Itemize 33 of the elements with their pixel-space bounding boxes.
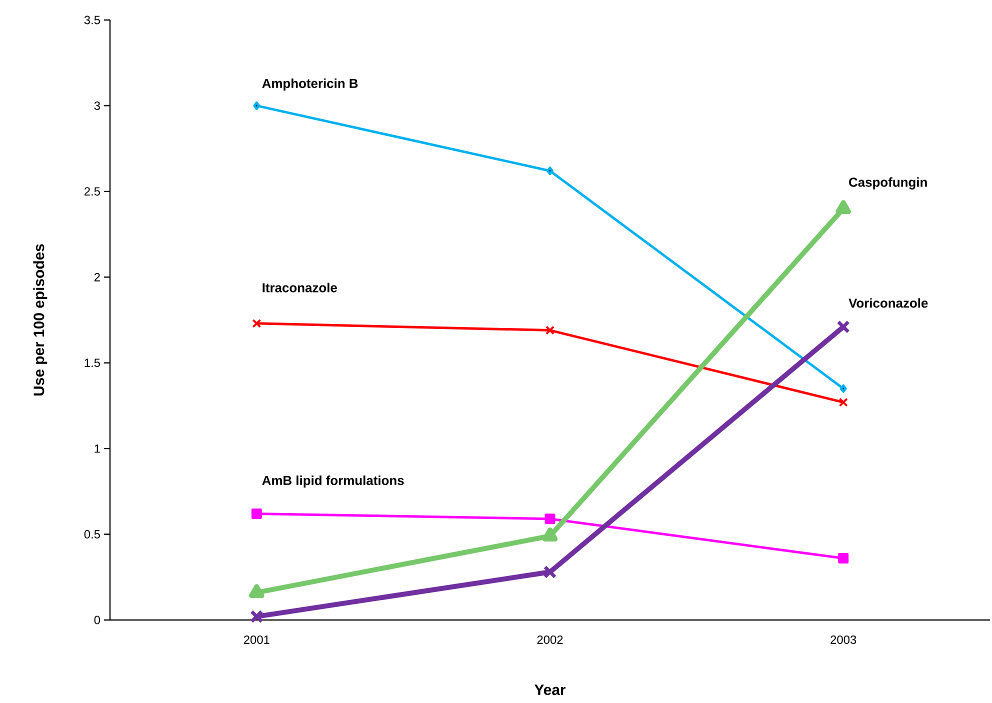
- point: [836, 200, 852, 214]
- point: [543, 565, 557, 579]
- point: [250, 610, 264, 624]
- point: [546, 166, 554, 176]
- point: [544, 514, 556, 524]
- point: [840, 384, 847, 393]
- y-tick-label: 1: [94, 444, 100, 453]
- y-tick-label: 0.5: [84, 530, 100, 539]
- y-tick-label: 1.5: [84, 358, 100, 368]
- point: [838, 553, 849, 564]
- y-tick-label: 2.5: [84, 187, 100, 196]
- point: [249, 584, 264, 598]
- point: [542, 528, 558, 542]
- point: [251, 508, 262, 519]
- y-tick-label: 2: [94, 272, 100, 282]
- y-tick-label: 3.5: [84, 16, 100, 24]
- y-tick-label: 3: [94, 101, 100, 110]
- x-axis-title: Year: [534, 684, 566, 696]
- series-label: Voriconazole: [848, 298, 928, 308]
- y-axis-title: Use per 100 episodes: [33, 244, 48, 396]
- series-label: Amphotericin B: [262, 78, 358, 91]
- x-tick-label: 2001: [244, 635, 270, 644]
- point: [545, 326, 555, 335]
- y-tick-label: 0: [94, 616, 100, 624]
- point: [253, 101, 260, 110]
- x-tick-label: 2002: [537, 635, 563, 644]
- point: [838, 398, 848, 407]
- series-label: Caspofungin: [849, 177, 927, 190]
- x-tick-label: 2003: [830, 635, 856, 644]
- point: [252, 318, 262, 328]
- point: [836, 320, 850, 334]
- series-label: AmB lipid formulations: [262, 476, 404, 488]
- text: Itraconazole: [262, 282, 337, 292]
